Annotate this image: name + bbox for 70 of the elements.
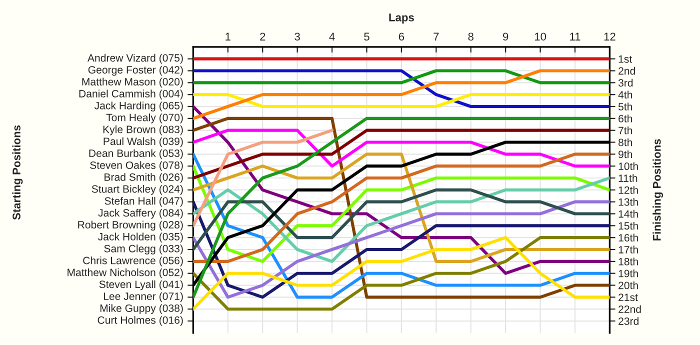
y-tick-label: 10th (618, 162, 638, 170)
y-tick-label: 11th (618, 174, 638, 182)
y-tick-label: 16th (618, 234, 638, 242)
text: Daniel Cammish (004) (79, 90, 183, 100)
text: George Foster (042) (88, 66, 183, 76)
y-tick-label: 13th (618, 198, 638, 206)
x-tick-label: 8 (468, 32, 474, 41)
text: Starting Positions (12, 125, 23, 220)
text: Stefan Hall (047) (104, 196, 183, 207)
y-tick-label: 7th (618, 126, 632, 134)
text: Dean Burbank (053) (89, 149, 183, 160)
x-tick-label: 10 (534, 32, 546, 41)
x-tick-label: 6 (398, 32, 404, 41)
y-tick-label: 15th (618, 222, 638, 230)
y-tick-label: 23rd (618, 317, 638, 325)
x-tick-label: 7 (434, 32, 439, 40)
y-axis-title: Finishing Positions (652, 139, 664, 240)
line-series (193, 69, 610, 120)
text: Jack Saffery (084) (98, 208, 183, 219)
line-series (193, 128, 334, 228)
line-series (193, 128, 610, 168)
text: Matthew Nicholson (052) (68, 268, 183, 278)
text: Robert Browning (028) (78, 220, 183, 231)
line-series (193, 236, 610, 311)
x-tick-label: 3 (294, 32, 300, 41)
y-tick-label: 8th (618, 138, 632, 146)
x-tick-label: 2 (260, 32, 266, 40)
line-series (193, 200, 610, 299)
text: Curt Holmes (016) (98, 316, 183, 326)
text: Steven Lyall (041) (99, 280, 183, 290)
line-series (193, 116, 610, 299)
line-series (193, 128, 610, 180)
x-axis-title: Laps (389, 14, 414, 24)
y-tick-label: 12th (618, 186, 638, 194)
text: Jack Holden (035) (98, 232, 183, 243)
y-tick-label: 6th (618, 114, 632, 122)
y-tick-label: 17th (618, 246, 638, 254)
y-tick-label: 9th (618, 150, 632, 158)
y-tick-label: 19th (618, 270, 638, 278)
text: Paul Walsh (039) (104, 137, 183, 148)
text: Lee Jenner (071) (104, 292, 183, 302)
y-tick-label: 2nd (618, 66, 635, 75)
line-series (193, 188, 610, 252)
x-tick-label: 4 (329, 32, 335, 40)
text: Tom Healy (070) (106, 114, 183, 124)
text: Andrew Vizard (075) (87, 54, 183, 64)
y-tick-label: 18th (618, 258, 638, 266)
text: Matthew Mason (020) (82, 78, 183, 88)
text: Sam Clegg (033) (104, 244, 183, 254)
y-tick-label: 20th (618, 281, 638, 290)
x-tick-label: 9 (503, 32, 508, 41)
text: Steven Oakes (078) (90, 161, 183, 172)
text: Mike Guppy (038) (100, 304, 183, 314)
text: Stuart Bickley (024) (92, 185, 183, 195)
x-tick-label: 11 (570, 32, 580, 40)
line-series (193, 152, 610, 299)
y-tick-label: 14th (618, 210, 638, 218)
text: Kyle Brown (083) (103, 125, 183, 136)
y-tick-label: 3rd (618, 78, 633, 87)
y-tick-label: 4th (618, 90, 632, 98)
y-tick-label: 5th (618, 102, 632, 110)
x-tick-label: 5 (364, 32, 370, 41)
text: Brad Smith (026) (104, 173, 183, 183)
text: Jack Harding (065) (94, 102, 183, 112)
y-tick-label: 21st (618, 294, 638, 302)
y-tick-label: 1st (618, 55, 632, 63)
x-tick-label: 1 (226, 32, 230, 40)
text: Chris Lawrence (056) (83, 256, 183, 266)
x-tick-label: 12 (604, 32, 616, 40)
y-tick-label: 22nd (618, 305, 641, 314)
